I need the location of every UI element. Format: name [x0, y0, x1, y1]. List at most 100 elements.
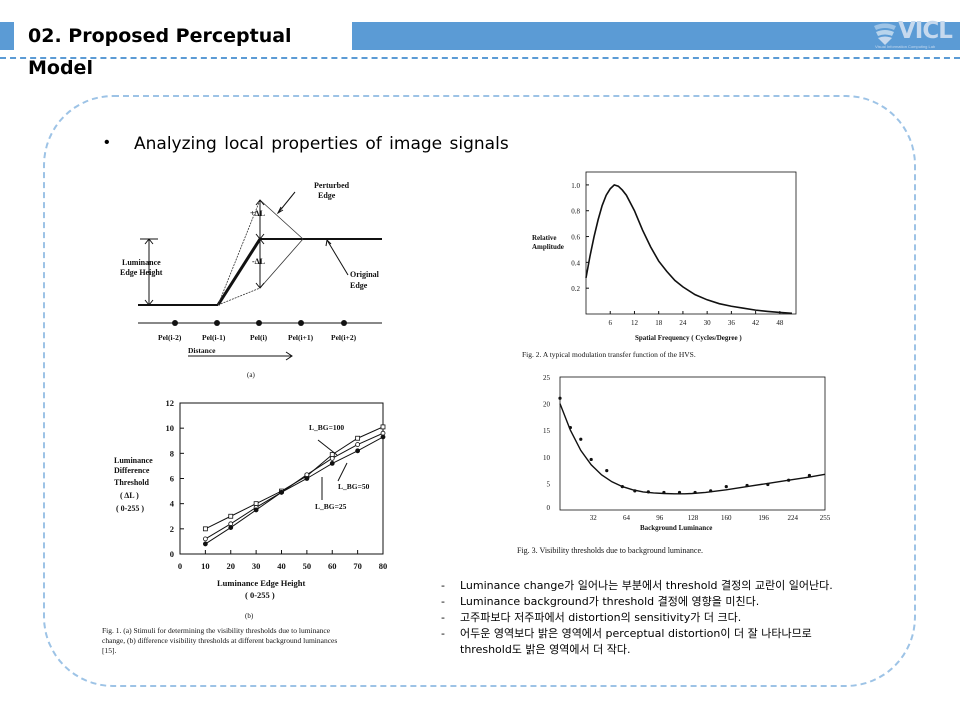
- y-tick-label: 5: [547, 480, 551, 488]
- series-line-1: [205, 426, 384, 530]
- data-point: [202, 541, 208, 547]
- data-point: [279, 489, 284, 495]
- y-tick-label: 12: [166, 398, 175, 408]
- fig1b-xlabel-2: ( 0-255 ): [245, 590, 275, 600]
- data-point: [787, 478, 791, 482]
- data-point: [724, 484, 728, 489]
- minus-delta-label: -ΔL: [252, 257, 265, 266]
- note-item: - 고주파보다 저주파에서 distortion의 sensitivity가 더 …: [441, 611, 742, 624]
- x-tick-label: 0: [178, 561, 182, 571]
- series-line-2: [205, 432, 384, 540]
- annotation-pointer: [337, 462, 348, 482]
- pel-label: Pel(i): [250, 333, 268, 342]
- series-line-3: [205, 436, 384, 545]
- x-tick-label: 160: [721, 514, 732, 522]
- x-tick-label: 196: [758, 514, 769, 522]
- header-accent-left: [0, 22, 14, 50]
- x-tick-label: 30: [704, 319, 712, 327]
- original-edge-label-2: Edge: [350, 281, 368, 290]
- x-tick-label: 50: [303, 561, 312, 571]
- x-tick-label: 64: [623, 514, 631, 522]
- data-point: [380, 434, 386, 440]
- bullet-marker: •: [104, 134, 110, 151]
- threshold-curve: [559, 403, 826, 495]
- page-title: 02. Proposed Perceptual Model: [20, 20, 348, 79]
- notes-list: - Luminance change가 일어나는 부분에서 threshold 결…: [441, 578, 911, 658]
- data-point: [202, 526, 208, 532]
- data-point: [766, 482, 770, 487]
- y-tick-label: 2: [170, 524, 174, 534]
- fig1b-xlabel: Luminance Edge Height: [217, 578, 305, 588]
- fig1b-ylabel-2: Difference: [114, 466, 150, 475]
- data-point: [677, 490, 682, 495]
- fig1-caption: Fig. 1. (a) Stimuli for determining the …: [102, 626, 331, 635]
- data-point: [693, 490, 697, 495]
- data-point: [355, 435, 361, 441]
- note-item: - Luminance background가 threshold 결정에 영향을…: [441, 595, 760, 608]
- bullet-text: Analyzing local properties of image sign…: [134, 134, 509, 154]
- y-tick-label: 15: [543, 427, 551, 435]
- vicl-logo: VICL Visual Information Computing Lab: [870, 18, 956, 50]
- data-point: [380, 424, 386, 430]
- data-point: [329, 461, 335, 466]
- y-tick-label: 6: [170, 474, 174, 484]
- logo-text: VICL: [898, 18, 953, 44]
- fig3-caption: Fig. 3. Visibility thresholds due to bac…: [517, 546, 703, 555]
- data-point: [568, 425, 572, 430]
- y-tick-label: 8: [170, 448, 174, 458]
- y-tick-label: 0: [547, 504, 551, 512]
- fig2-chart: 0.20.40.60.81.06 12 18 24 30 36 42 48 Relative …: [522, 171, 797, 359]
- pel-label: Pel(i+1): [288, 333, 314, 342]
- x-tick-label: 42: [752, 319, 760, 327]
- note-item: - 어두운 영역보다 밝은 영역에서 perceptual distortion이…: [441, 627, 812, 656]
- x-tick-label: 80: [379, 561, 388, 571]
- x-tick-label: 32: [590, 514, 598, 522]
- x-tick-label: 24: [679, 319, 687, 327]
- data-point: [558, 396, 562, 400]
- y-tick-label: 0.2: [571, 285, 580, 293]
- data-point: [662, 490, 666, 495]
- perturbed-edge-label: Perturbed: [314, 181, 350, 190]
- perturbed-edge-label-2: Edge: [318, 191, 336, 200]
- data-point: [589, 457, 593, 462]
- y-tick-label: 0: [170, 549, 174, 559]
- data-point: [228, 525, 234, 530]
- data-point: [807, 473, 812, 478]
- fig1-caption-3: [15].: [102, 646, 116, 655]
- pel-label: Pel(i+2): [331, 333, 357, 342]
- y-tick-label: 20: [543, 401, 551, 409]
- data-point: [304, 476, 310, 481]
- plus-delta-label: +ΔL: [250, 209, 265, 218]
- y-tick-label: 0.6: [571, 234, 580, 242]
- plot-frame: [559, 376, 826, 511]
- y-tick-label: 10: [543, 454, 551, 462]
- fig2-caption: Fig. 2. A typical modulation transfer fu…: [522, 350, 696, 359]
- data-point: [605, 469, 609, 473]
- x-tick-label: 36: [728, 319, 736, 327]
- logo-emblem-icon: [874, 23, 896, 45]
- header-bar: [352, 22, 960, 50]
- data-point: [633, 489, 637, 493]
- fig1a-diagram: Perturbed Edge +ΔL -ΔL Luminance Edge He…: [120, 181, 382, 379]
- plot-frame: [585, 171, 797, 315]
- header-divider: [0, 57, 960, 59]
- fig1b-ylabel-3: Threshold: [114, 478, 150, 487]
- x-tick-label: 48: [776, 319, 784, 327]
- y-tick-label: 1.0: [571, 182, 580, 190]
- data-point: [355, 448, 361, 454]
- lbg50-label: L_BG=50: [338, 482, 370, 491]
- x-tick-label: 96: [656, 514, 664, 522]
- x-tick-label: 12: [631, 319, 639, 327]
- logo-subtext: Visual Information Computing Lab: [875, 44, 936, 49]
- fig2-xlabel: Spatial Frequency ( Cycles/Degree ): [635, 334, 742, 342]
- fig2-ylabel: Relative: [532, 234, 557, 242]
- annotation-pointer: [317, 439, 338, 456]
- original-edge-label: Original: [350, 270, 380, 279]
- y-tick-label: 25: [543, 374, 551, 382]
- x-tick-label: 70: [353, 561, 362, 571]
- y-tick-label: 10: [166, 423, 175, 433]
- y-tick-label: 4: [170, 499, 175, 509]
- data-point: [646, 490, 650, 494]
- fig1a-sublabel: (a): [247, 371, 255, 379]
- note-item: - Luminance change가 일어나는 부분에서 threshold 결…: [441, 579, 833, 592]
